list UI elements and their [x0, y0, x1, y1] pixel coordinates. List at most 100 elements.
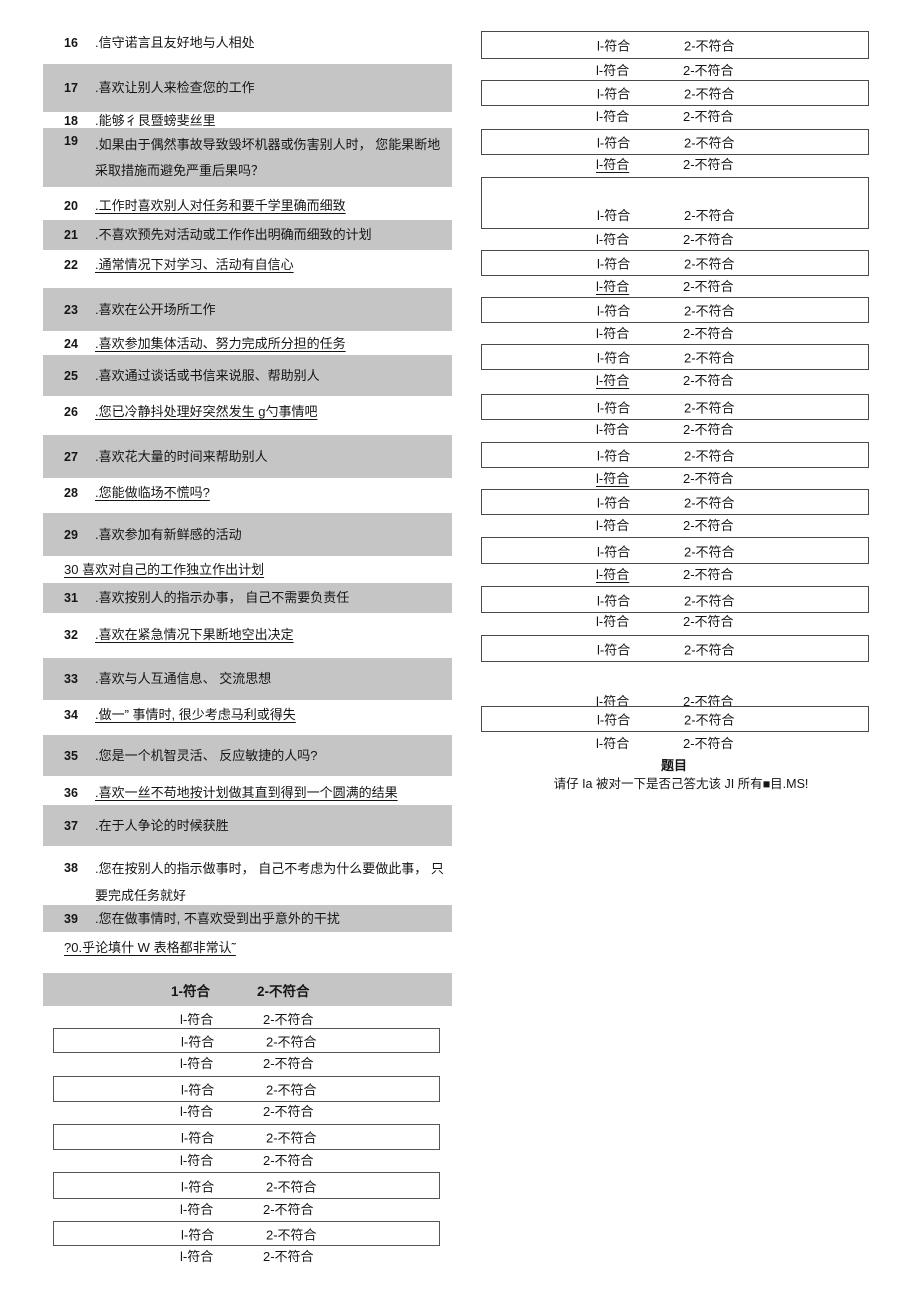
answer-option-2[interactable]: 2-不符合 — [684, 86, 735, 102]
answer-row: l-符合 2-不符合 — [481, 154, 867, 172]
answer-option-2[interactable]: 2-不符合 — [266, 1082, 317, 1098]
answer-option-1[interactable]: l-符合 — [597, 593, 631, 608]
answer-option-2[interactable]: 2-不符合 — [684, 38, 735, 54]
answer-option-1[interactable]: l-符合 — [596, 279, 630, 294]
answer-option-2[interactable]: 2-不符合 — [683, 694, 734, 709]
answer-option-2[interactable]: 2-不符合 — [684, 303, 735, 319]
answer-option-2[interactable]: 2-不符合 — [683, 109, 734, 124]
answer-row-boxed: l-符合 2-不符合 — [53, 1221, 440, 1246]
answer-option-2[interactable]: 2-不符合 — [263, 1012, 314, 1027]
answer-row-boxed: l-符合 2-不符合 — [481, 489, 869, 515]
question-row-28: 28 .您能做临场不慌吗? — [43, 485, 452, 501]
answer-option-2[interactable]: 2-不符合 — [266, 1179, 317, 1194]
answer-option-2[interactable]: 2-不符合 — [683, 518, 734, 533]
answer-option-1[interactable]: l-符合 — [180, 1012, 214, 1027]
answer-option-1[interactable]: l-符合 — [180, 1104, 214, 1119]
answer-option-2[interactable]: 2-不符合 — [683, 63, 734, 78]
answer-option-1[interactable]: l-符合 — [597, 135, 631, 151]
answer-option-1[interactable]: l-符合 — [596, 326, 630, 341]
answer-option-1[interactable]: l-符合 — [597, 256, 631, 272]
answer-option-1[interactable]: l-符合 — [597, 208, 631, 223]
question-row-40: ?0.乎论填什 W 表格都非常认˜ — [43, 940, 452, 956]
answer-option-2[interactable]: 2-不符合 — [683, 422, 734, 437]
answer-option-1[interactable]: l-符合 — [180, 1056, 214, 1071]
answer-option-1[interactable]: l-符合 — [597, 303, 631, 319]
answer-option-2[interactable]: 2-不符合 — [684, 350, 735, 366]
question-row-33: 33 .喜欢与人互通信息、 交流思想 — [43, 658, 452, 700]
question-text: .如果由于偶然事故导致毁坏机器或伤害别人时， 您能果断地采取措施而避免严重后果吗… — [95, 136, 441, 178]
question-text: .喜欢按别人的指示办事， 自己不需要负责任 — [95, 590, 350, 605]
answer-option-2[interactable]: 2-不符合 — [263, 1056, 314, 1071]
answer-option-1[interactable]: l-符合 — [596, 157, 630, 172]
answer-option-1[interactable]: l-符合 — [181, 1179, 215, 1194]
answer-option-1[interactable]: l-符合 — [181, 1130, 215, 1146]
answer-option-2[interactable]: 2-不符合 — [683, 279, 734, 294]
answer-option-2[interactable]: 2-不符合 — [683, 326, 734, 341]
answer-option-1[interactable]: l-符合 — [596, 736, 630, 751]
answer-option-2[interactable]: 2-不符合 — [683, 157, 734, 172]
answer-row-boxed: l-符合 2-不符合 — [53, 1076, 440, 1102]
question-number: 36 — [64, 786, 78, 800]
question-text: .喜欢与人互通信息、 交流思想 — [95, 671, 272, 686]
answer-option-2[interactable]: 2-不符合 — [684, 642, 735, 657]
answer-option-1[interactable]: l-符合 — [596, 232, 630, 247]
answer-option-1[interactable]: l-符合 — [180, 1249, 214, 1264]
answer-option-1[interactable]: l-符合 — [596, 63, 630, 78]
answer-row-boxed: l-符合 2-不符合 — [481, 129, 869, 155]
answer-option-1[interactable]: l-符合 — [596, 109, 630, 124]
answer-option-2[interactable]: 2-不符合 — [684, 135, 735, 151]
answer-option-2[interactable]: 2-不符合 — [684, 544, 735, 559]
answer-option-2[interactable]: 2-不符合 — [683, 614, 734, 629]
answer-option-1[interactable]: l-符合 — [596, 518, 630, 533]
answer-option-2[interactable]: 2-不符合 — [263, 1104, 314, 1119]
answer-option-2[interactable]: 2-不符合 — [263, 1202, 314, 1217]
answer-option-2[interactable]: 2-不符合 — [266, 1034, 317, 1049]
answer-option-2[interactable]: 2-不符合 — [266, 1130, 317, 1146]
answer-option-1[interactable]: l-符合 — [597, 448, 631, 464]
answer-option-1[interactable]: l-符合 — [597, 712, 631, 728]
answer-option-1[interactable]: l-符合 — [596, 614, 630, 629]
question-row-20: 20 .工作时喜欢别人对任务和要千学里确而细致 — [43, 198, 452, 214]
question-number: 35 — [64, 748, 78, 763]
answer-option-1[interactable]: l-符合 — [596, 422, 630, 437]
answer-option-1[interactable]: l-符合 — [596, 373, 630, 388]
answer-option-1[interactable]: l-符合 — [181, 1034, 215, 1049]
answer-option-2[interactable]: 2-不符合 — [684, 448, 735, 464]
answer-option-1[interactable]: l-符合 — [597, 544, 631, 559]
question-row-35: 35 .您是一个机智灵活、 反应敏捷的人吗? — [43, 735, 452, 776]
answer-option-1[interactable]: l-符合 — [597, 38, 631, 54]
answer-option-1[interactable]: l-符合 — [597, 400, 631, 416]
answer-option-2[interactable]: 2-不符合 — [684, 593, 735, 608]
answer-option-1[interactable]: l-符合 — [596, 567, 630, 582]
answer-option-2[interactable]: 2-不符合 — [684, 208, 735, 223]
answer-option-1[interactable]: l-符合 — [180, 1153, 214, 1168]
answer-option-2[interactable]: 2-不符合 — [683, 232, 734, 247]
answer-option-2[interactable]: 2-不符合 — [683, 567, 734, 582]
question-number: 38 — [64, 861, 78, 875]
answer-option-2[interactable]: 2-不符合 — [684, 495, 735, 511]
answer-option-2[interactable]: 2-不符合 — [683, 373, 734, 388]
answer-row: l-符合 2-不符合 — [481, 611, 867, 629]
answer-option-2[interactable]: 2-不符合 — [684, 256, 735, 272]
answer-option-1[interactable]: l-符合 — [597, 495, 631, 511]
answer-option-1[interactable]: l-符合 — [596, 694, 630, 709]
answer-option-1[interactable]: l-符合 — [597, 642, 631, 657]
answer-option-2[interactable]: 2-不符合 — [263, 1249, 314, 1264]
answer-option-2[interactable]: 2-不符合 — [684, 400, 735, 416]
answer-option-1[interactable]: l-符合 — [181, 1227, 215, 1242]
answer-option-1[interactable]: l-符合 — [597, 86, 631, 102]
answer-row-boxed: l-符合 2-不符合 — [481, 537, 869, 564]
answer-option-2[interactable]: 2-不符合 — [683, 736, 734, 751]
question-text: .您能做临场不慌吗? — [95, 485, 210, 500]
answer-row: l-符合 2-不符合 — [481, 229, 867, 247]
answer-option-1[interactable]: l-符合 — [181, 1082, 215, 1098]
answer-option-2[interactable]: 2-不符合 — [266, 1227, 317, 1242]
answer-option-1[interactable]: l-符合 — [596, 471, 630, 486]
answer-option-2[interactable]: 2-不符合 — [684, 712, 735, 728]
answer-option-2[interactable]: 2-不符合 — [263, 1153, 314, 1168]
answer-option-2[interactable]: 2-不符合 — [683, 471, 734, 486]
section-title: 题目 — [660, 758, 687, 773]
answer-option-1[interactable]: l-符合 — [597, 350, 631, 366]
answer-option-1[interactable]: l-符合 — [180, 1202, 214, 1217]
answer-row-boxed: l-符合 2-不符合 — [481, 394, 869, 420]
